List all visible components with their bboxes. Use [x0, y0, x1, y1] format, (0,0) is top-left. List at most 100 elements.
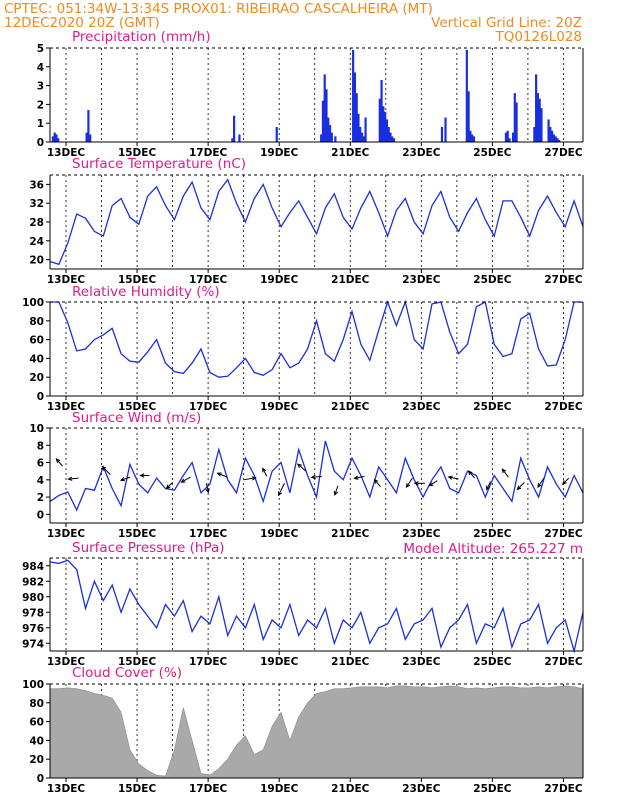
- wind-arrow: [296, 463, 307, 472]
- precip-bar: [357, 113, 360, 142]
- y-tick-label: 28: [29, 217, 44, 229]
- y-tick-label: 20: [29, 754, 44, 766]
- x-tick-label: 21DEC: [331, 656, 370, 668]
- precip-bar: [382, 106, 385, 142]
- precip-bar: [547, 119, 550, 142]
- precip-bar: [508, 138, 511, 142]
- wind-arrow-shaft: [278, 483, 285, 496]
- precip-bar: [387, 126, 390, 142]
- precip-bar: [551, 130, 554, 142]
- x-tick-label: 21DEC: [331, 783, 370, 795]
- precip-bar: [515, 102, 518, 142]
- wind-arrow: [486, 481, 492, 491]
- wind-arrow: [55, 458, 63, 467]
- wind-arrow-head: [537, 483, 542, 489]
- panel-title: Surface Pressure (hPa): [72, 540, 225, 556]
- x-tick-label: 23DEC: [402, 274, 441, 286]
- precip-bar: [352, 49, 355, 142]
- precip-bar: [380, 79, 383, 142]
- x-tick-label: 19DEC: [260, 783, 299, 795]
- x-tick-label: 13DEC: [47, 528, 86, 540]
- wind-arrow-head: [119, 477, 125, 482]
- x-tick-label: 25DEC: [473, 656, 512, 668]
- y-tick-label: 10: [29, 423, 44, 435]
- wind-arrow: [413, 481, 425, 486]
- precip-bar: [53, 132, 56, 142]
- y-tick-label: 2: [37, 99, 44, 111]
- wind-arrow-shaft: [374, 479, 381, 488]
- wind-arrow-head: [216, 472, 222, 477]
- x-tick-label: 27DEC: [544, 274, 583, 286]
- x-tick-label: 13DEC: [47, 147, 86, 159]
- x-tick-label: 15DEC: [118, 656, 157, 668]
- y-tick-label: 6: [37, 458, 44, 470]
- wind-arrow: [262, 467, 268, 477]
- panel-title: Surface Temperature (nC): [72, 156, 246, 172]
- y-tick-label: 2: [37, 492, 44, 504]
- y-tick-label: 40: [29, 735, 44, 747]
- wind-arrow-shaft: [120, 476, 131, 481]
- precip-bar: [89, 134, 92, 142]
- y-tick-label: 40: [29, 353, 44, 365]
- wind-arrow-head: [413, 481, 419, 486]
- panel-temp: Surface Temperature (nC) 20 24 28 32 36 13DEC 1…: [29, 156, 584, 286]
- y-tick-label: 80: [29, 698, 44, 710]
- wind-arrow: [216, 472, 228, 478]
- x-tick-label: 13DEC: [47, 274, 86, 286]
- x-tick-label: 25DEC: [473, 528, 512, 540]
- wind-arrow-shaft: [354, 475, 365, 479]
- y-tick-label: 100: [22, 679, 44, 691]
- panel-rh: Relative Humidity (%) 0 20 40 60 80 100 13DEC 15…: [22, 284, 584, 413]
- wind-arrow-head: [180, 478, 186, 483]
- wind-arrow: [243, 476, 257, 481]
- precip-bar: [469, 130, 472, 142]
- x-tick-label: 21DEC: [331, 274, 370, 286]
- precip-bar: [360, 132, 364, 142]
- wind-arrow-head: [296, 463, 302, 469]
- wind-series-line: [49, 440, 584, 512]
- x-tick-label: 23DEC: [402, 528, 441, 540]
- x-tick-label: 21DEC: [331, 528, 370, 540]
- y-tick-label: 24: [29, 236, 44, 248]
- precip-bar: [362, 136, 365, 142]
- wind-arrow: [333, 485, 339, 496]
- precip-bar: [558, 140, 561, 142]
- wind-arrow: [467, 470, 476, 479]
- wind-arrow-head: [428, 482, 434, 487]
- wind-arrow-head: [353, 475, 359, 480]
- y-tick-label: 982: [22, 576, 44, 588]
- precip-bar: [327, 117, 330, 142]
- precip-bar: [471, 134, 474, 142]
- x-tick-label: 15DEC: [118, 147, 157, 159]
- wind-arrow: [278, 483, 285, 497]
- wind-arrow: [561, 477, 570, 485]
- wind-arrow-shaft: [205, 483, 209, 493]
- wind-arrow-head: [561, 480, 567, 485]
- wind-arrow-head: [55, 458, 61, 463]
- wind-arrow-head: [447, 475, 453, 480]
- precip-bar: [238, 134, 241, 142]
- wind-arrow: [501, 468, 509, 478]
- wind-arrow-head: [165, 484, 171, 490]
- precip-bar: [384, 111, 387, 142]
- x-tick-label: 21DEC: [331, 147, 370, 159]
- y-tick-label: 980: [22, 592, 44, 604]
- y-tick-label: 60: [29, 335, 44, 347]
- precip-bar: [334, 136, 337, 142]
- wind-arrow: [353, 475, 365, 480]
- precip-bar: [535, 74, 538, 142]
- panel-press: Surface Pressure (hPa) 974 976 978 980 982 984…: [22, 540, 584, 668]
- precip-bar: [556, 138, 559, 142]
- wind-arrow-head: [373, 478, 379, 484]
- wind-arrow-shaft: [562, 477, 570, 485]
- y-tick-label: 0: [37, 137, 44, 149]
- y-tick-label: 80: [29, 316, 44, 328]
- panel-title: Relative Humidity (%): [72, 284, 220, 300]
- y-tick-label: 0: [37, 509, 44, 521]
- wind-arrow-head: [333, 490, 338, 496]
- precip-bar: [232, 115, 236, 142]
- y-tick-label: 32: [29, 198, 44, 210]
- precip-bar: [355, 93, 358, 142]
- wind-arrow-shaft: [68, 477, 79, 480]
- precip-bar: [321, 100, 325, 142]
